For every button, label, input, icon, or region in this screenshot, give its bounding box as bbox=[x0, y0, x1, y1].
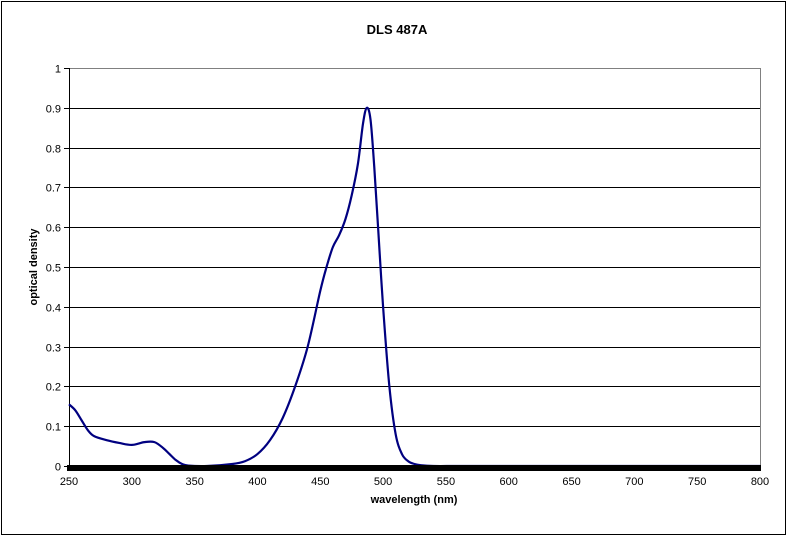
y-tick-label: 0.1 bbox=[46, 422, 61, 434]
x-tick-label: 300 bbox=[123, 476, 141, 488]
x-tick-label: 400 bbox=[248, 476, 266, 488]
y-tick-label: 0.7 bbox=[46, 183, 61, 195]
y-tick-label: 1 bbox=[55, 64, 61, 76]
x-tick-label: 600 bbox=[500, 476, 518, 488]
x-tick-label: 700 bbox=[625, 476, 643, 488]
x-tick-label: 500 bbox=[374, 476, 392, 488]
x-tick-label: 350 bbox=[185, 476, 203, 488]
x-tick-label: 550 bbox=[437, 476, 455, 488]
y-tick-label: 0.4 bbox=[46, 303, 61, 315]
x-tick-label: 650 bbox=[562, 476, 580, 488]
y-tick-label: 0 bbox=[55, 462, 61, 474]
y-tick-label: 0.8 bbox=[46, 144, 61, 156]
x-tick-label: 750 bbox=[688, 476, 706, 488]
x-axis-label: wavelength (nm) bbox=[370, 494, 458, 506]
x-tick-label: 250 bbox=[60, 476, 78, 488]
zero-baseline bbox=[67, 465, 761, 471]
y-tick-label: 0.6 bbox=[46, 223, 61, 235]
y-axis: 0 0.1 0.2 0.3 0.4 0.5 0.6 0.7 0.8 0.9 1 bbox=[46, 64, 70, 474]
x-tick-label: 800 bbox=[751, 476, 769, 488]
y-tick-label: 0.3 bbox=[46, 343, 61, 355]
x-tick-label: 450 bbox=[311, 476, 329, 488]
gridlines bbox=[69, 108, 760, 427]
y-tick-label: 0.2 bbox=[46, 382, 61, 394]
y-tick-label: 0.9 bbox=[46, 104, 61, 116]
chart-title: DLS 487A bbox=[366, 22, 428, 37]
x-axis: 250 300 350 400 450 500 550 600 650 700 750 800 bbox=[60, 476, 769, 488]
series-line bbox=[68, 106, 760, 468]
y-tick-label: 0.5 bbox=[46, 263, 61, 275]
